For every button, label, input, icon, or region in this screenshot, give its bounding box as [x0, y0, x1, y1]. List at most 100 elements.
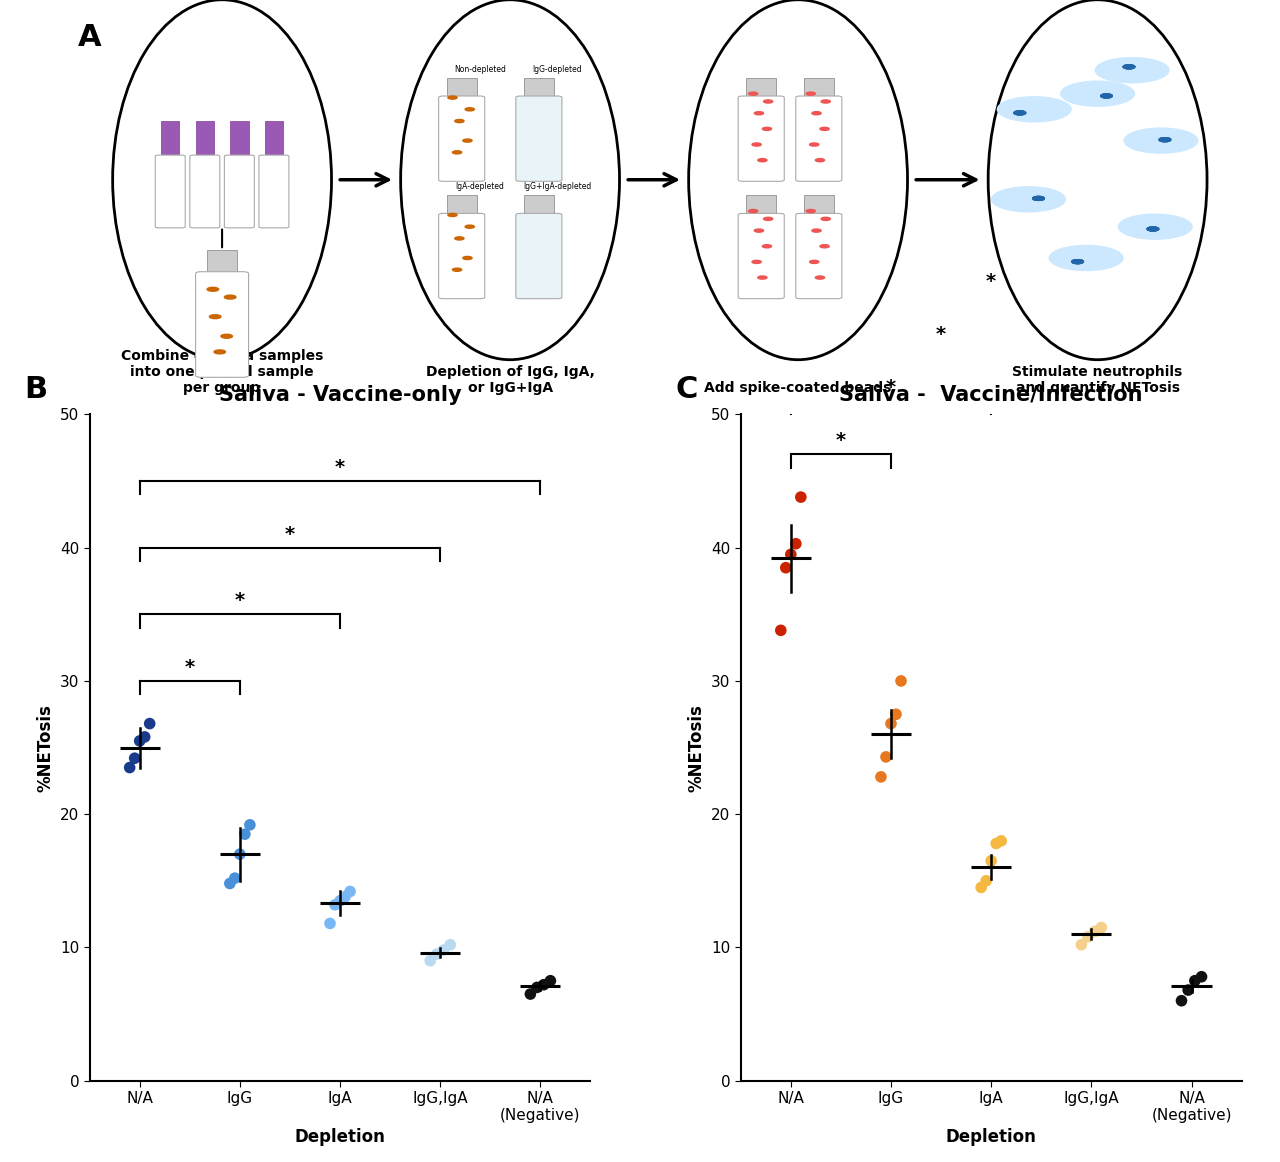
- FancyBboxPatch shape: [516, 214, 562, 299]
- Circle shape: [997, 96, 1071, 122]
- FancyBboxPatch shape: [439, 214, 485, 299]
- Circle shape: [453, 151, 462, 153]
- Circle shape: [224, 295, 236, 299]
- Circle shape: [454, 237, 465, 241]
- Text: A: A: [78, 23, 101, 52]
- Circle shape: [806, 209, 815, 213]
- Text: IgA-depleted: IgA-depleted: [456, 182, 504, 192]
- Circle shape: [1014, 110, 1025, 115]
- Circle shape: [448, 214, 457, 216]
- Point: [881, 715, 901, 733]
- Circle shape: [753, 260, 762, 264]
- Point: [1091, 918, 1111, 937]
- Circle shape: [1071, 259, 1083, 264]
- Point: [986, 834, 1006, 853]
- Bar: [746, 78, 776, 101]
- Point: [1184, 971, 1204, 990]
- Circle shape: [820, 245, 829, 248]
- Circle shape: [1096, 58, 1169, 83]
- Circle shape: [820, 128, 829, 130]
- Bar: [230, 121, 248, 160]
- Point: [239, 816, 260, 834]
- Circle shape: [812, 112, 822, 115]
- Point: [791, 488, 812, 507]
- Circle shape: [1119, 214, 1192, 239]
- Text: *: *: [234, 591, 244, 610]
- Point: [1171, 991, 1192, 1010]
- Circle shape: [753, 143, 762, 146]
- Circle shape: [221, 335, 233, 338]
- Circle shape: [1101, 94, 1112, 98]
- Bar: [524, 195, 554, 218]
- Text: *: *: [285, 525, 294, 544]
- Bar: [804, 78, 833, 101]
- Point: [876, 747, 896, 766]
- Point: [140, 715, 160, 733]
- Text: *: *: [886, 378, 896, 397]
- Title: Saliva - Vaccine-only: Saliva - Vaccine-only: [219, 385, 461, 404]
- Circle shape: [1033, 196, 1044, 200]
- Circle shape: [465, 108, 475, 110]
- Circle shape: [1147, 227, 1158, 231]
- Point: [320, 914, 340, 933]
- Bar: [804, 195, 833, 218]
- Y-axis label: %NETosis: %NETosis: [687, 704, 705, 791]
- Circle shape: [812, 229, 822, 232]
- Point: [426, 945, 447, 963]
- Point: [1071, 935, 1092, 954]
- FancyBboxPatch shape: [796, 214, 842, 299]
- Circle shape: [822, 217, 831, 221]
- Circle shape: [758, 158, 767, 162]
- Circle shape: [758, 277, 767, 279]
- Point: [224, 869, 244, 888]
- Circle shape: [1124, 65, 1135, 69]
- FancyBboxPatch shape: [259, 155, 289, 228]
- Circle shape: [210, 315, 221, 318]
- Point: [1084, 923, 1105, 941]
- Bar: [746, 195, 776, 218]
- Text: IgG+IgA-depleted: IgG+IgA-depleted: [524, 182, 591, 192]
- Circle shape: [1160, 138, 1171, 142]
- Text: Stimulate neutrophils
and quantify NETosis: Stimulate neutrophils and quantify NETos…: [1012, 365, 1183, 395]
- Circle shape: [1147, 227, 1158, 231]
- Point: [124, 749, 145, 768]
- Circle shape: [749, 92, 758, 95]
- Bar: [524, 78, 554, 101]
- Circle shape: [1014, 110, 1025, 115]
- Text: B: B: [24, 374, 47, 403]
- Circle shape: [1101, 94, 1112, 98]
- X-axis label: Depletion: Depletion: [294, 1127, 385, 1146]
- Circle shape: [992, 187, 1065, 211]
- Circle shape: [810, 260, 819, 264]
- Circle shape: [822, 100, 831, 103]
- Circle shape: [749, 209, 758, 213]
- Point: [886, 705, 906, 724]
- Point: [891, 672, 911, 690]
- Text: IgG-depleted: IgG-depleted: [532, 65, 582, 74]
- FancyBboxPatch shape: [739, 96, 785, 181]
- Circle shape: [810, 143, 819, 146]
- Text: Combine 4 saliva samples
into one pooled sample
per group: Combine 4 saliva samples into one pooled…: [120, 349, 324, 395]
- Point: [540, 971, 561, 990]
- Circle shape: [1014, 110, 1025, 115]
- Circle shape: [1124, 128, 1198, 153]
- Point: [520, 984, 540, 1003]
- Text: C: C: [676, 374, 698, 403]
- Text: *: *: [335, 458, 346, 478]
- Point: [972, 878, 992, 897]
- Circle shape: [463, 139, 472, 142]
- Point: [325, 896, 346, 914]
- Point: [134, 727, 155, 746]
- Circle shape: [1147, 227, 1158, 231]
- X-axis label: Depletion: Depletion: [946, 1127, 1037, 1146]
- Text: *: *: [936, 325, 946, 344]
- Circle shape: [1160, 138, 1171, 142]
- Circle shape: [815, 277, 824, 279]
- Point: [420, 952, 440, 970]
- Point: [527, 978, 548, 997]
- Text: Add spike-coated beads: Add spike-coated beads: [704, 381, 892, 395]
- Point: [781, 545, 801, 564]
- Circle shape: [754, 112, 764, 115]
- Point: [229, 845, 250, 863]
- Point: [434, 941, 454, 960]
